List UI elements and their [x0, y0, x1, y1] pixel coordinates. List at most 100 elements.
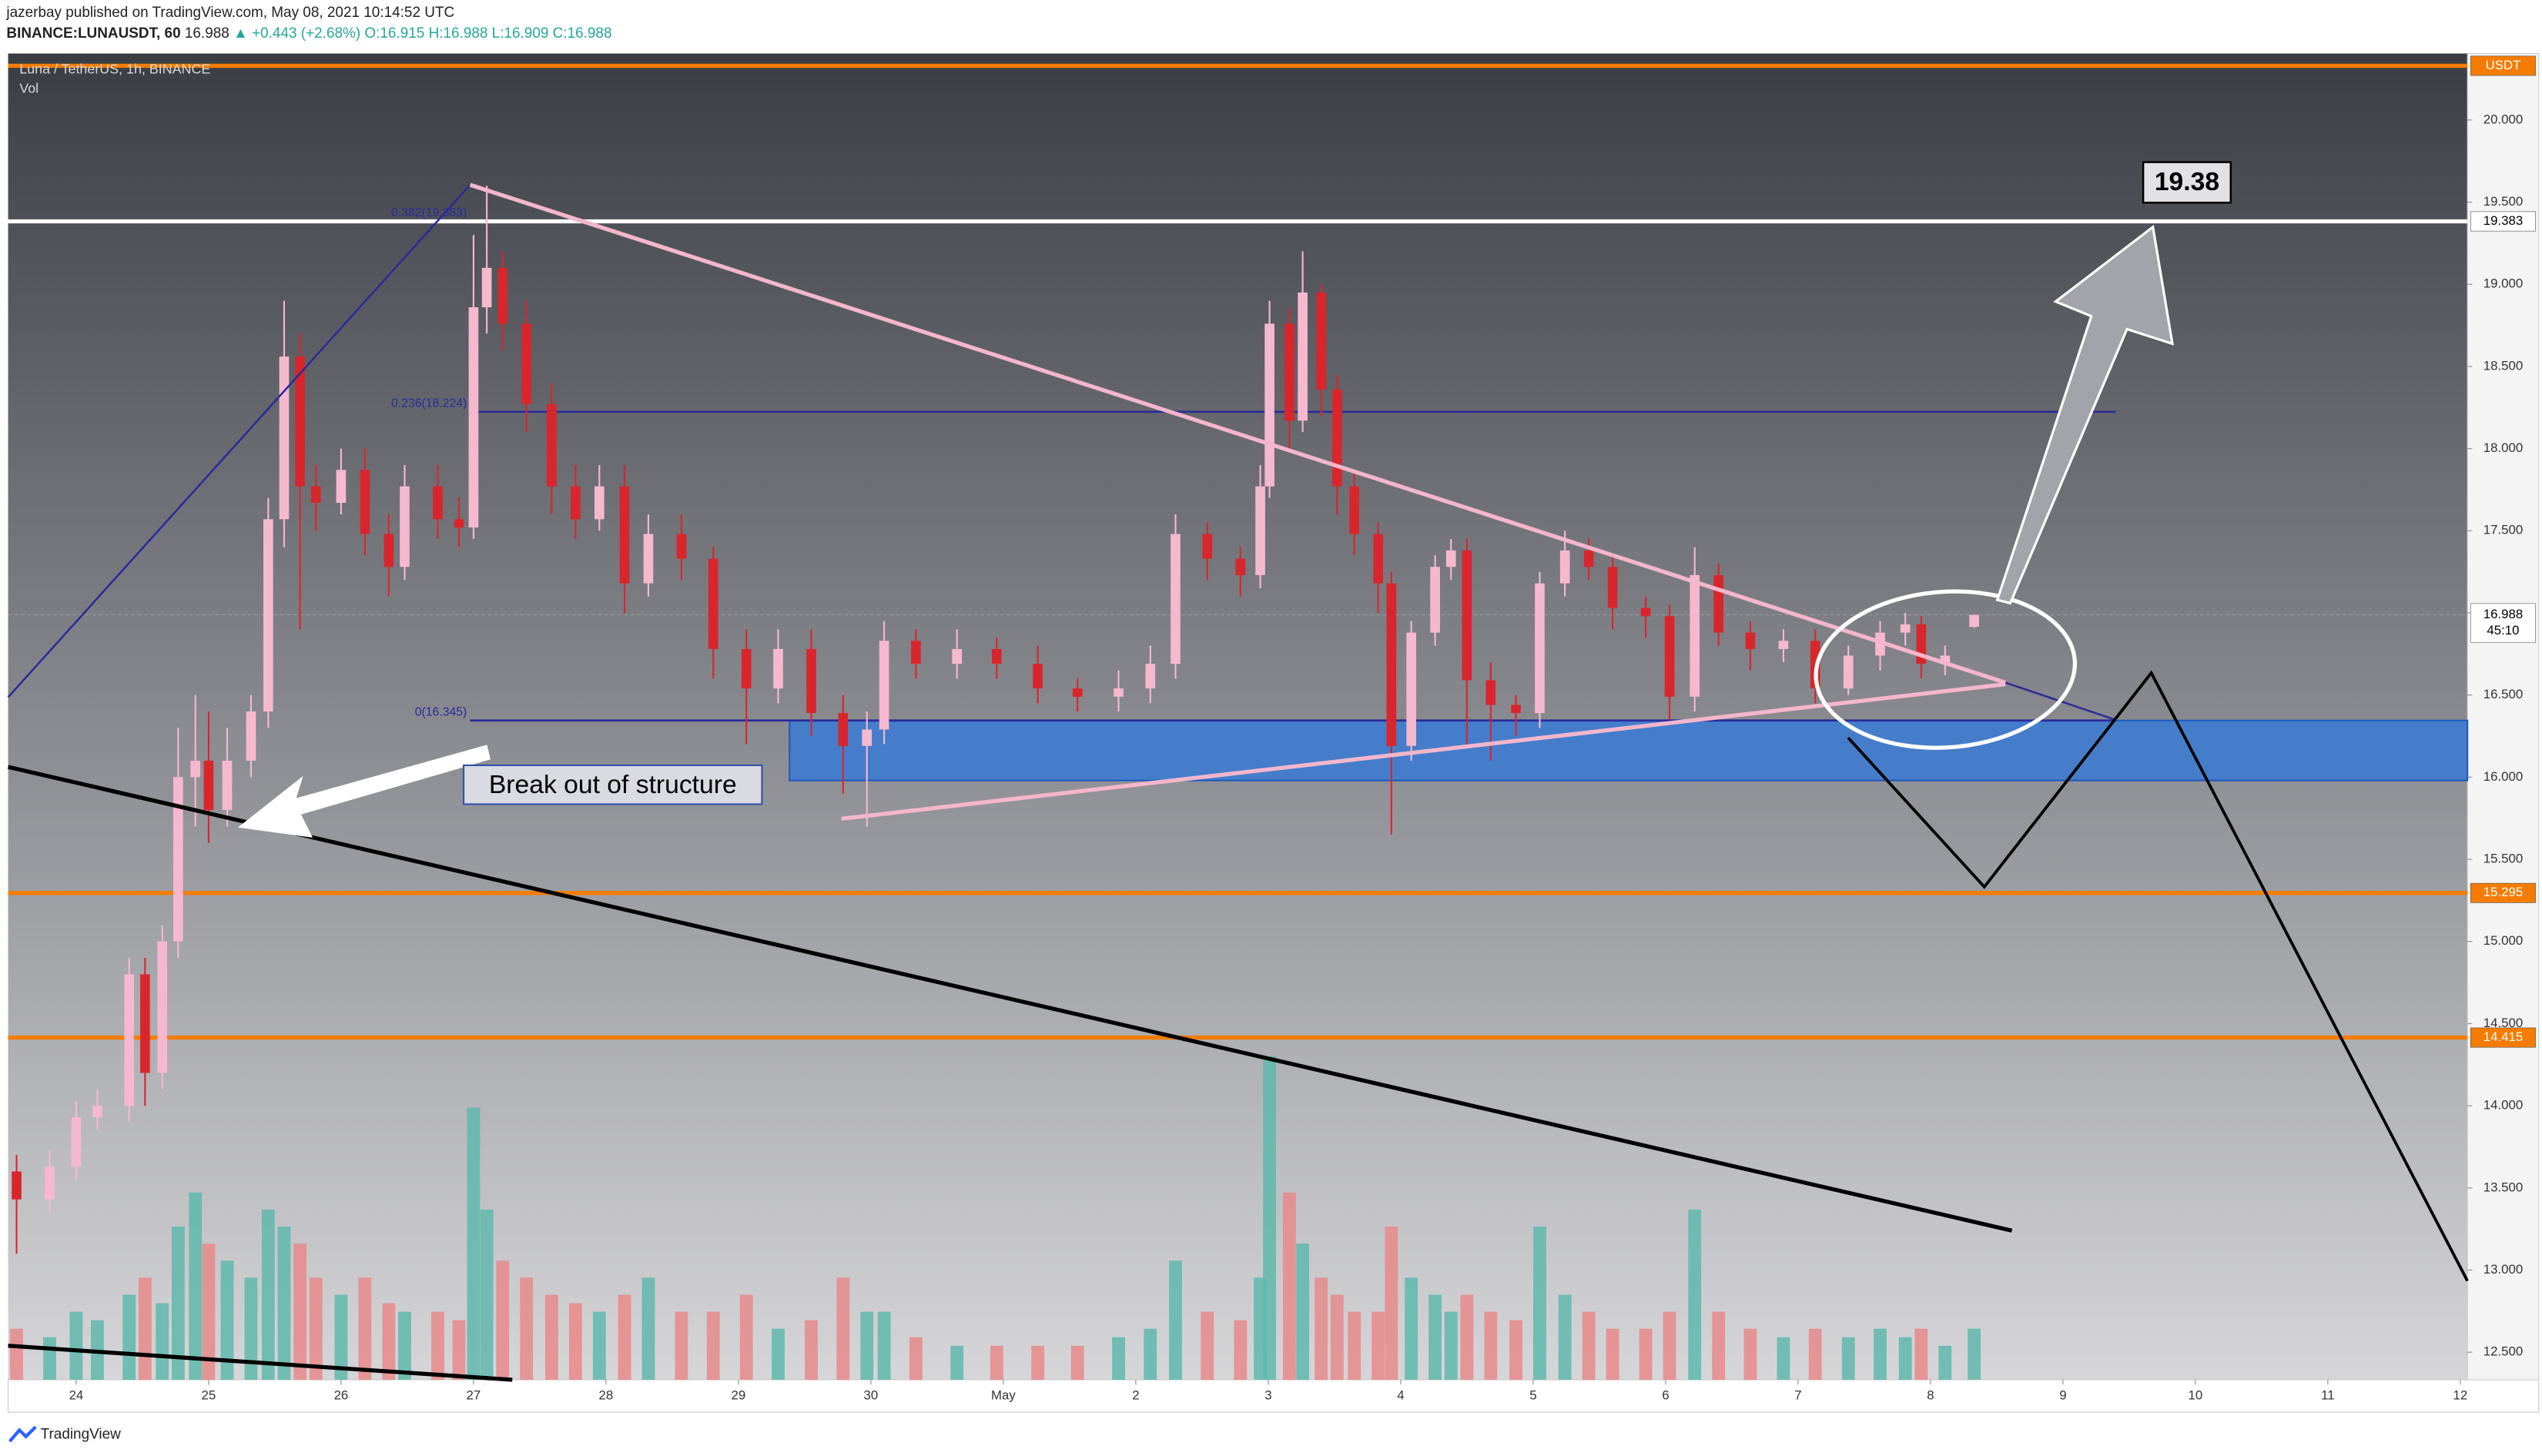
symbol-line: BINANCE:LUNAUSDT, 60 16.988 ▲ +0.443 (+2…: [6, 25, 611, 42]
x-tick-label: 8: [1927, 1388, 1934, 1403]
price-level-tag: [2470, 1027, 2536, 1048]
volume-bar: [1296, 1243, 1310, 1381]
triangle-lower-line: [841, 682, 2006, 822]
volume-bar: [641, 1277, 655, 1381]
volume-bar: [156, 1303, 169, 1381]
candle-body: [173, 777, 183, 942]
volume-bar: [261, 1209, 275, 1381]
candle-body: [279, 356, 290, 520]
candle-body: [1843, 655, 1854, 689]
candle-body: [911, 641, 921, 664]
volume-layer: [10, 1056, 1981, 1381]
volume-bar: [467, 1107, 481, 1381]
y-tick-label: 16.000: [2483, 769, 2523, 784]
volume-bar: [592, 1311, 606, 1381]
volume-bar: [496, 1260, 510, 1381]
x-tick-label: 11: [2321, 1388, 2334, 1403]
y-tick-label: 12.500: [2483, 1344, 2523, 1359]
candle-body: [1332, 389, 1342, 487]
candle-body: [71, 1117, 82, 1167]
annotation-text: Break out of structure: [489, 771, 737, 799]
candle-body: [140, 974, 150, 1073]
candle-body: [203, 761, 214, 811]
candle-body: [1485, 680, 1496, 705]
volume-bar: [43, 1337, 56, 1381]
volume-bar: [480, 1209, 494, 1381]
volume-bar: [1169, 1260, 1182, 1381]
candle-body: [454, 519, 464, 528]
candle-body: [1284, 323, 1294, 421]
chart-title: Luna / TetherUS, 1h, BINANCE: [19, 61, 210, 76]
price-level-label: 19.383: [2483, 213, 2523, 228]
candle-body: [45, 1166, 55, 1200]
y-tick-label: 19.500: [2483, 194, 2523, 209]
x-tick-label: 10: [2189, 1388, 2203, 1403]
price-level-label: USDT: [2486, 58, 2521, 72]
candle-body: [547, 403, 557, 487]
candle-body: [12, 1171, 22, 1200]
y-tick-label: 18.500: [2483, 358, 2523, 373]
candle-body: [336, 470, 347, 504]
grid-layer: 12.500 13.000 13.500 14.000 14.500 15.000 15.5…: [69, 112, 2524, 1402]
volume-bar: [1444, 1311, 1458, 1381]
candle-body: [862, 729, 872, 746]
volume-bar: [452, 1320, 466, 1381]
volume-bar: [431, 1311, 444, 1381]
volume-bar: [1841, 1337, 1855, 1381]
plot-background: [8, 53, 2468, 1381]
projection-path: [1847, 670, 2469, 1282]
zone-layer: [789, 719, 2469, 782]
volume-bar: [1938, 1345, 1952, 1381]
volume-bar: [860, 1311, 874, 1381]
target-arrow: [1995, 224, 2174, 605]
x-tick-label: 25: [202, 1388, 216, 1403]
volume-bar: [805, 1320, 818, 1381]
candle-body: [360, 470, 370, 534]
volume-bar: [1808, 1328, 1822, 1381]
candle-body: [1298, 292, 1308, 421]
volume-bar: [1201, 1311, 1214, 1381]
candle-body: [1386, 583, 1397, 746]
candle-body: [806, 648, 816, 714]
volume-bar: [950, 1345, 964, 1381]
x-tick-label: 7: [1794, 1388, 1801, 1403]
volume-bar: [706, 1311, 720, 1381]
volume-bar: [544, 1294, 558, 1381]
volume-bar: [171, 1227, 185, 1381]
price-axis: [2467, 52, 2540, 1381]
header: jazerbay published on TradingView.com, M…: [5, 5, 454, 21]
volume-bar: [138, 1277, 152, 1381]
volume-bar: [739, 1294, 753, 1381]
y-tick-label: 20.000: [2483, 112, 2523, 126]
triangle-upper-line: [469, 182, 2006, 685]
target-box: [2142, 161, 2232, 204]
price-level-tag: [2470, 55, 2536, 76]
y-tick-label: 19.000: [2483, 276, 2523, 291]
y-tick-label: 13.000: [2483, 1262, 2523, 1277]
candle-body: [124, 974, 135, 1106]
target-text: 19.38: [2155, 168, 2219, 196]
volume-bar: [1283, 1192, 1296, 1381]
volume-bar: [1031, 1345, 1045, 1381]
symbol: BINANCE:LUNAUSDT, 60: [6, 25, 180, 42]
price-level-label: 15.295: [2483, 885, 2523, 899]
volume-bar: [1582, 1311, 1596, 1381]
candle-body: [222, 761, 233, 811]
last-price: 16.988: [185, 25, 229, 42]
volume-bar: [1509, 1320, 1522, 1381]
candle-body: [1940, 655, 1951, 664]
candle-body: [92, 1106, 102, 1118]
y-tick-label: 14.500: [2483, 1016, 2523, 1030]
volume-bar: [675, 1311, 688, 1381]
candle-body: [1202, 534, 1213, 559]
candle-body: [1255, 486, 1265, 575]
y-tick-label: 14.000: [2483, 1098, 2523, 1113]
volume-bar: [1330, 1294, 1344, 1381]
candle-body: [1349, 486, 1360, 534]
volume-bar: [334, 1294, 348, 1381]
candle-body: [1690, 574, 1700, 697]
volume-bar: [1144, 1328, 1157, 1381]
volume-bar: [1712, 1311, 1726, 1381]
